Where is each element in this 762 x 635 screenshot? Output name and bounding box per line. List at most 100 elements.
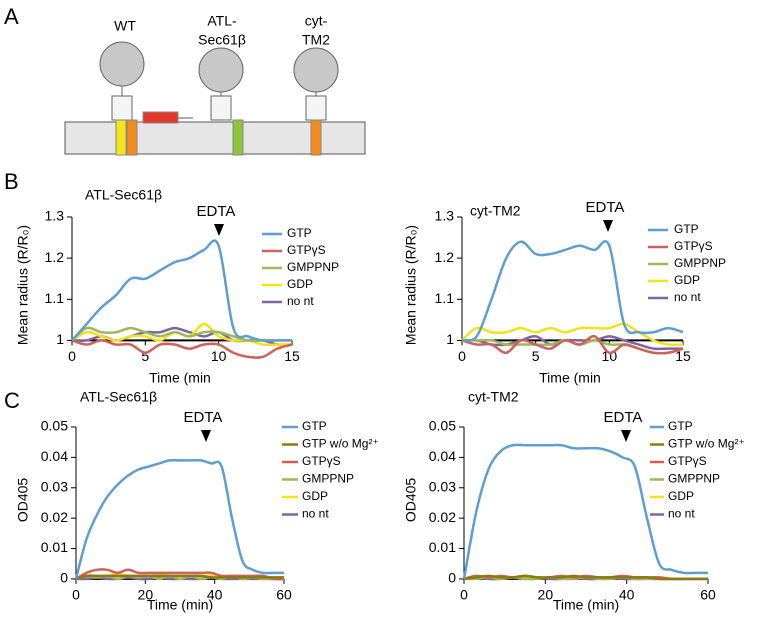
legend-label: GTP w/o Mg²⁺ — [668, 437, 745, 451]
legend-label: GDP — [674, 273, 700, 287]
panel-label: B — [4, 169, 19, 194]
x-tick-label: 0 — [68, 348, 76, 364]
series-line — [462, 443, 708, 580]
chart-title: cyt-TM2 — [470, 203, 521, 219]
y-tick-label: 1.1 — [435, 290, 455, 306]
annotation-arrow — [214, 224, 224, 236]
y-tick-label: 1.2 — [45, 249, 65, 265]
legend-label: no nt — [302, 507, 329, 521]
y-tick-label: 0.01 — [41, 539, 68, 555]
panel-label: A — [4, 4, 19, 29]
x-tick-label: 40 — [207, 587, 223, 603]
legend-label: GTP — [302, 419, 327, 433]
y-tick-label: 1 — [446, 331, 454, 347]
legend-label: GTPγS — [302, 454, 341, 468]
y-tick-label: 0.04 — [41, 448, 68, 464]
y-tick-label: 0.02 — [41, 509, 68, 525]
y-tick-label: 0 — [60, 570, 68, 586]
annotation-arrow — [201, 430, 211, 442]
legend-label: no nt — [674, 290, 701, 304]
x-tick-label: 0 — [460, 587, 468, 603]
y-tick-label: 0 — [448, 570, 456, 586]
series-line — [461, 322, 684, 347]
x-tick-label: 20 — [538, 587, 554, 603]
y-axis-label: Mean radius (R/R₀) — [403, 225, 419, 345]
x-tick-label: 40 — [619, 587, 635, 603]
x-tick-label: 60 — [276, 587, 292, 603]
y-tick-label: 1.2 — [435, 249, 455, 265]
membrane-diagram: WT ATL- Sec61β cyt- TM2 — [64, 13, 366, 156]
x-axis-label: Time (min — [149, 370, 211, 386]
legend-label: no nt — [668, 507, 695, 521]
x-tick-label: 5 — [141, 348, 149, 364]
legend-label: GTP — [674, 222, 699, 236]
legend-label: GTPγS — [668, 454, 707, 468]
y-tick-label: 0.04 — [429, 448, 456, 464]
annotation-arrow — [621, 430, 631, 442]
legend-label: GMPPNP — [302, 472, 354, 486]
x-tick-label: 0 — [458, 348, 466, 364]
y-tick-label: 1 — [56, 331, 64, 347]
y-tick-label: 0.05 — [41, 418, 68, 434]
x-tick-label: 10 — [211, 348, 227, 364]
x-tick-label: 15 — [284, 348, 300, 364]
y-tick-label: 0.03 — [429, 478, 456, 494]
annotation: EDTA — [604, 409, 643, 426]
legend-label: GDP — [287, 277, 313, 291]
legend-label: GDP — [668, 489, 694, 503]
y-tick-label: 1.1 — [45, 290, 65, 306]
series-line — [71, 339, 293, 359]
series-line — [463, 574, 708, 581]
series-line — [74, 458, 284, 580]
diagram-label: Sec61β — [198, 32, 246, 48]
annotation: EDTA — [184, 409, 223, 426]
y-tick-label: 0.02 — [429, 509, 456, 525]
legend-label: GTP — [668, 419, 693, 433]
diagram-label: TM2 — [302, 32, 330, 48]
chart-title: cyt-TM2 — [468, 389, 519, 405]
diagram-label: cyt- — [305, 13, 328, 29]
x-axis-label: Time (min) — [553, 597, 619, 613]
legend-label: GTP w/o Mg²⁺ — [302, 437, 379, 451]
y-tick-label: 0.05 — [429, 418, 456, 434]
series-line — [461, 239, 684, 342]
legend-label: GDP — [302, 489, 328, 503]
annotation: EDTA — [586, 199, 625, 216]
y-tick-label: 1.3 — [45, 208, 65, 224]
legend-label: no nt — [287, 294, 314, 308]
proteins — [99, 41, 339, 121]
y-tick-label: 0.03 — [41, 478, 68, 494]
series-line — [71, 239, 292, 342]
x-axis-label: Time (min — [539, 370, 601, 386]
y-axis-label: Mean radius (R/R₀) — [15, 225, 31, 345]
y-tick-label: 0.01 — [429, 539, 456, 555]
y-axis-label: OD405 — [403, 478, 419, 523]
chart-title: ATL-Sec61β — [85, 187, 162, 203]
series-line — [71, 326, 292, 342]
x-tick-label: 5 — [532, 348, 540, 364]
series-line — [75, 574, 284, 581]
panel-label: C — [4, 388, 20, 413]
diagram-label: WT — [114, 18, 136, 34]
series-line — [75, 568, 285, 581]
annotation: EDTA — [197, 203, 236, 220]
x-tick-label: 60 — [700, 587, 716, 603]
legend-label: GMPPNP — [287, 260, 339, 274]
x-tick-label: 15 — [675, 348, 691, 364]
x-tick-label: 20 — [138, 587, 154, 603]
legend-label: GMPPNP — [668, 472, 720, 486]
x-tick-label: 0 — [72, 587, 80, 603]
y-tick-label: 1.3 — [435, 208, 455, 224]
legend-label: GMPPNP — [674, 256, 726, 270]
legend-label: GTPγS — [287, 243, 326, 257]
legend-label: GTPγS — [674, 239, 713, 253]
annotation-arrow — [603, 220, 613, 232]
y-axis-label: OD405 — [15, 478, 31, 523]
diagram-label: ATL- — [207, 13, 237, 29]
legend-label: GTP — [287, 226, 312, 240]
series-line — [461, 334, 683, 351]
chart-title: ATL-Sec61β — [80, 389, 157, 405]
x-axis-label: Time (min) — [147, 597, 213, 613]
